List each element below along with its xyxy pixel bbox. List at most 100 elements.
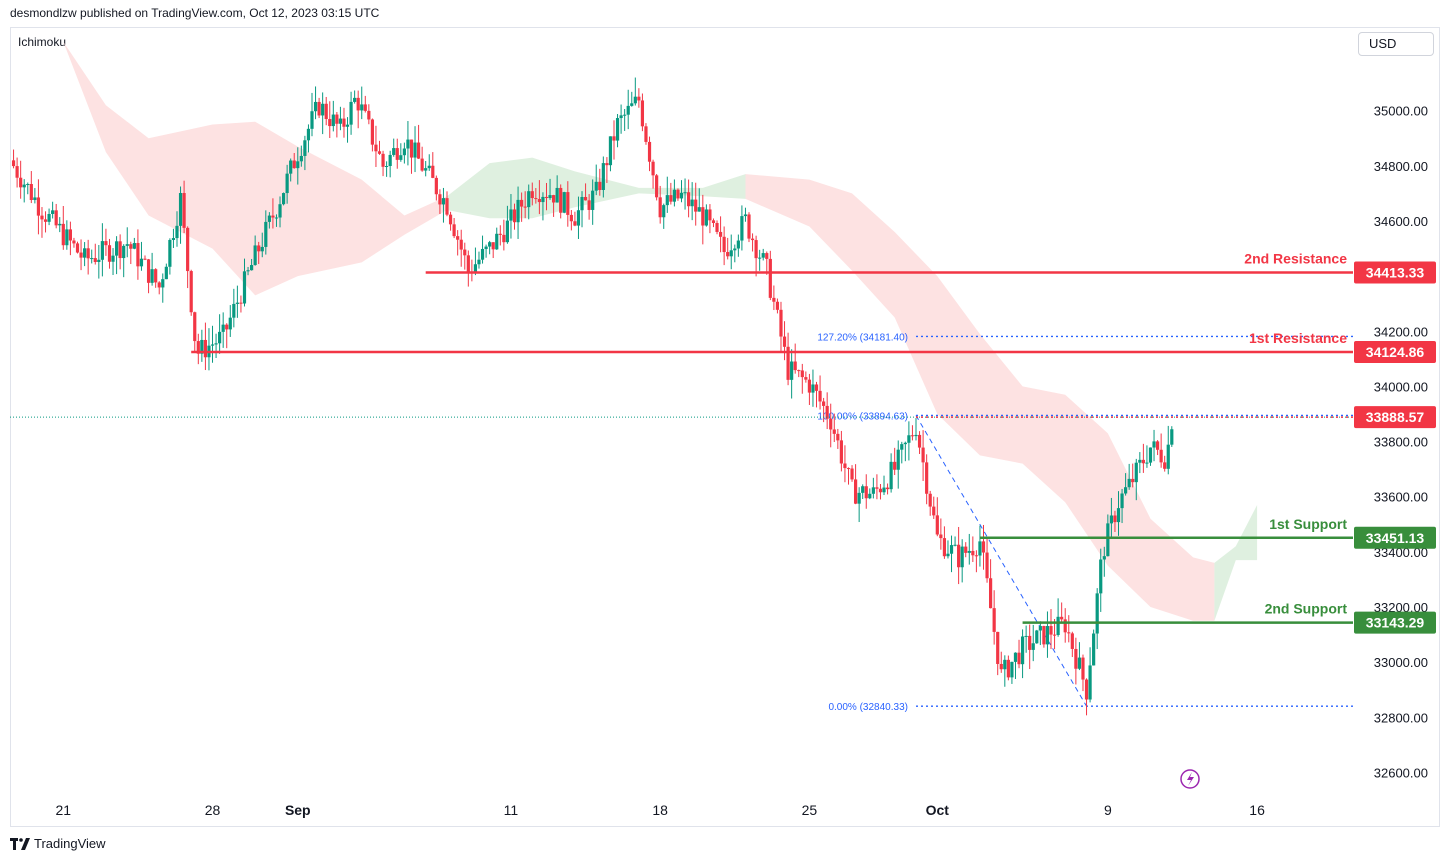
candle-body <box>1160 450 1163 463</box>
candle-body <box>435 178 438 194</box>
candle <box>389 151 392 178</box>
time-tick-label: 28 <box>205 802 221 818</box>
candle-body <box>957 545 960 567</box>
candle <box>1017 640 1020 668</box>
candle <box>239 296 242 313</box>
candle-body <box>620 115 623 118</box>
price-tick-label: 32600.00 <box>1374 765 1428 780</box>
candle-body <box>708 209 711 220</box>
price-tick-label: 35000.00 <box>1374 104 1428 119</box>
candle-body <box>747 214 750 238</box>
candle <box>644 123 647 145</box>
current-price-tag: 33888.57 <box>1366 409 1425 425</box>
candle-body <box>151 269 154 283</box>
candle <box>346 117 349 143</box>
candle <box>1003 655 1006 686</box>
flash-icon[interactable] <box>1181 770 1199 788</box>
candle-body <box>691 200 694 207</box>
candle-body <box>154 269 157 282</box>
candle-body <box>527 191 530 207</box>
candle <box>968 534 971 565</box>
candle-body <box>570 215 573 221</box>
candle-body <box>332 115 335 127</box>
candle-body <box>460 240 463 250</box>
candle-body <box>907 435 910 442</box>
candle-body <box>815 384 818 390</box>
candle-body <box>929 494 932 507</box>
candle-body <box>278 204 281 217</box>
candle <box>58 217 61 232</box>
candle-body <box>996 632 999 664</box>
candle <box>907 421 910 460</box>
candle <box>222 312 225 348</box>
candle-body <box>310 111 313 129</box>
candle <box>165 264 168 280</box>
candle <box>463 243 466 270</box>
candle <box>161 273 164 302</box>
candle-body <box>1131 479 1134 482</box>
candle <box>126 227 129 257</box>
candle <box>488 241 491 254</box>
candle-body <box>158 282 161 287</box>
candle <box>1081 655 1084 692</box>
candle <box>37 179 40 234</box>
candle <box>723 226 726 265</box>
candle-body <box>392 148 395 155</box>
time-axis[interactable]: 21 28 Sep 11 18 25 Oct 9 16 <box>56 802 1266 818</box>
candle <box>797 370 800 377</box>
candle-body <box>303 140 306 156</box>
candle <box>620 105 623 134</box>
candle-body <box>737 241 740 249</box>
candle-body <box>165 267 168 279</box>
candle <box>51 202 54 219</box>
candle-body <box>378 151 381 154</box>
candle-body <box>598 182 601 190</box>
price-axis[interactable]: 32600.0032800.0033000.0033200.0033400.00… <box>1354 104 1436 781</box>
price-tick-label: 34200.00 <box>1374 324 1428 339</box>
candle <box>953 536 956 546</box>
candle <box>1170 426 1173 447</box>
candle-body <box>243 271 246 303</box>
price-tick-label: 34800.00 <box>1374 159 1428 174</box>
candle-body <box>40 216 43 220</box>
candle <box>1078 642 1081 670</box>
candle <box>342 108 345 138</box>
candle <box>23 179 26 202</box>
candle <box>119 234 122 269</box>
candle-body <box>239 303 242 304</box>
candle <box>662 204 665 229</box>
candle <box>435 176 438 201</box>
candle <box>1060 602 1063 623</box>
candle-body <box>399 155 402 160</box>
candle-body <box>349 102 352 125</box>
candle-body <box>186 228 189 271</box>
candle-body <box>456 236 459 240</box>
candle-body <box>268 216 271 222</box>
candle <box>648 137 651 172</box>
footer-brand-label: TradingView <box>34 836 106 851</box>
candle-body <box>939 535 942 539</box>
candle-body <box>342 119 345 127</box>
candle-body <box>516 200 519 222</box>
candle <box>815 382 818 408</box>
candle <box>97 245 100 279</box>
candle-body <box>847 468 850 469</box>
candle-body <box>225 325 228 330</box>
candle-body <box>641 100 644 126</box>
candle <box>900 442 903 464</box>
candle <box>801 364 804 394</box>
candle-body <box>1028 636 1031 650</box>
candle <box>179 186 182 243</box>
candle-body <box>566 192 569 215</box>
candle-body <box>982 541 985 552</box>
candle-body <box>179 193 182 226</box>
candle <box>1064 608 1067 643</box>
candle <box>225 323 228 348</box>
candle <box>858 487 861 522</box>
candle <box>325 97 328 125</box>
candle-body <box>1014 653 1017 662</box>
candle-body <box>687 192 690 206</box>
candle <box>651 160 654 189</box>
candle <box>779 302 782 352</box>
